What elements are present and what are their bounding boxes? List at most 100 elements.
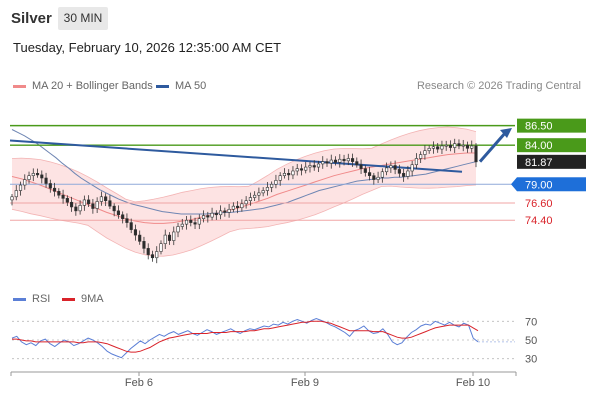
candle-body [116, 210, 120, 216]
candle-body [321, 161, 325, 165]
candle-body [129, 222, 133, 230]
candle-body [104, 196, 108, 201]
candle-body [457, 143, 461, 147]
candle-body [304, 166, 308, 171]
legend-rsi-swatch [13, 297, 26, 301]
candle-body [406, 170, 410, 177]
candle-body [380, 171, 384, 178]
research-credit: Research © 2026 Trading Central [416, 80, 581, 92]
candle-body [74, 206, 78, 212]
candle-body [461, 144, 465, 147]
candle-body [440, 145, 444, 150]
legend-rsi-ma-swatch [62, 297, 75, 301]
candle-body [474, 145, 478, 163]
candle-body [312, 165, 316, 168]
candle-body [325, 161, 329, 164]
candle-body [410, 164, 414, 172]
candle-body [95, 201, 99, 209]
candle-body [18, 184, 23, 191]
level-label-81-87: 81.87 [517, 154, 586, 169]
candle-body [299, 168, 304, 171]
legend-ma50: MA 50 [156, 80, 206, 92]
level-label-79-00: 79.00 [511, 177, 586, 192]
candle-body [338, 158, 342, 163]
candle-body [316, 163, 321, 168]
candle-body [453, 143, 457, 148]
candle-body [448, 144, 453, 148]
candle-body [61, 194, 65, 199]
candle-body [150, 254, 155, 259]
candle-body [40, 174, 44, 179]
x-tick-label: Feb 6 [125, 377, 153, 389]
candle-body [82, 199, 86, 206]
level-tag-text: 84.00 [525, 140, 553, 152]
candle-body [333, 159, 338, 163]
candle-body [423, 150, 427, 155]
timeframe-button[interactable]: 30 MIN [58, 7, 108, 30]
candle-body [240, 203, 244, 209]
candle-body [253, 194, 257, 198]
rsi-tick-label: 70 [525, 316, 537, 328]
candle-body [180, 223, 184, 227]
candle-body [184, 219, 189, 225]
candle-body [193, 222, 197, 225]
candle-body [376, 176, 380, 180]
candle-body [223, 210, 227, 213]
candle-body [372, 175, 376, 180]
candle-body [342, 158, 346, 162]
candle-body [108, 200, 112, 207]
level-tag-text: 76.60 [525, 198, 553, 210]
candle-body [265, 187, 269, 191]
rsi-ma-line [12, 320, 479, 353]
candle-body [244, 200, 248, 205]
projection-arrow-head [500, 127, 512, 138]
candle-body [385, 167, 389, 173]
level-label-74-40: 74.40 [525, 215, 553, 227]
candle-body [172, 231, 176, 241]
candle-body [295, 168, 299, 172]
top-bar: Silver 30 MIN [0, 0, 590, 36]
level-label-76-60: 76.60 [525, 198, 553, 210]
level-tag-text: 79.00 [525, 179, 553, 191]
candle-body [23, 179, 27, 186]
candle-body [282, 173, 287, 176]
candle-body [163, 234, 167, 244]
legend-rsi-ma: 9MA [62, 293, 104, 305]
candle-body [231, 205, 235, 210]
candle-body [31, 173, 35, 176]
candle-body [274, 180, 278, 185]
level-label-86-50: 86.50 [517, 118, 586, 133]
candle-body [227, 208, 231, 213]
candle-body [236, 205, 240, 209]
legend-bollinger: MA 20 + Bollinger Bands [13, 80, 153, 92]
candle-body [176, 226, 180, 233]
candle-body [427, 148, 431, 151]
candle-body [359, 164, 363, 169]
rsi-line [11, 317, 479, 359]
candle-body [368, 172, 372, 176]
legend-ma50-label: MA 50 [175, 80, 207, 92]
candle-body [201, 215, 206, 219]
legend-bollinger-label: MA 20 + Bollinger Bands [32, 80, 153, 92]
legend-rsi: RSI [13, 293, 50, 305]
candle-body [287, 173, 291, 176]
bollinger-upper-line [11, 126, 477, 203]
legend-rsi-ma-label: 9MA [81, 293, 104, 305]
candle-body [70, 201, 74, 208]
candle-body [419, 154, 423, 159]
candle-body [389, 165, 393, 169]
rsi-tick-label: 30 [525, 354, 537, 366]
candle-body [248, 197, 252, 201]
bollinger-band [12, 127, 476, 257]
candle-body [397, 169, 401, 174]
candle-body [167, 234, 172, 241]
candle-body [14, 190, 18, 198]
level-tag-text: 86.50 [525, 121, 553, 133]
candle-body [155, 251, 159, 259]
level-tag-text: 74.40 [525, 215, 553, 227]
x-tick-label: Feb 10 [456, 377, 490, 389]
candle-body [355, 161, 359, 166]
candle-body [431, 146, 435, 149]
candle-body [125, 218, 129, 223]
